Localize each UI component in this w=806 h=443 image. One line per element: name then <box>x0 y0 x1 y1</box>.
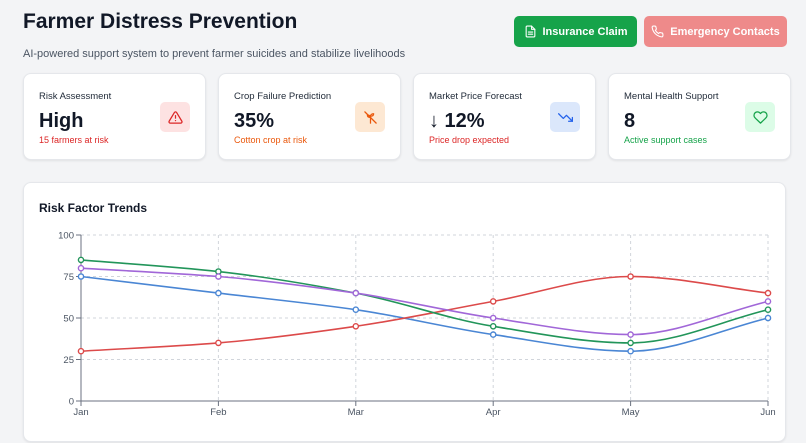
card-value: 35% <box>234 110 275 132</box>
series-line <box>80 267 769 336</box>
emergency-contacts-button[interactable]: Emergency Contacts <box>644 16 787 47</box>
data-point <box>764 306 772 313</box>
data-point <box>77 273 85 280</box>
y-tick-label: 75 <box>63 272 74 283</box>
data-point <box>77 256 85 264</box>
x-tick-label: Apr <box>486 407 501 418</box>
data-point <box>764 289 772 297</box>
data-point <box>489 298 497 305</box>
x-tick-label: Jan <box>73 407 88 418</box>
card-note: Cotton crop at risk <box>234 135 308 145</box>
page-title: Farmer Distress Prevention <box>23 10 298 33</box>
risk-trends-chart: 0 25 50 75 100 Jan Feb Mar Apr May Jun <box>58 231 776 419</box>
data-point <box>352 289 360 297</box>
data-point <box>764 314 772 322</box>
crop-off-icon <box>355 102 385 132</box>
data-point <box>489 322 497 330</box>
card-label: Market Price Forecast <box>429 91 522 102</box>
series-line <box>80 259 769 344</box>
data-point <box>489 331 497 338</box>
risk-trends-chart-card: Risk Factor Trends 0 25 50 75 100 Jan Feb Mar Ap… <box>23 182 786 442</box>
series-line <box>80 275 769 353</box>
data-point <box>627 331 634 338</box>
card-note: Price drop expected <box>429 135 510 145</box>
card-label: Risk Assessment <box>39 91 112 102</box>
insurance-claim-label: Insurance Claim <box>542 25 628 38</box>
card-value: 8 <box>624 110 636 132</box>
series-line <box>80 275 769 352</box>
page-subtitle: AI-powered support system to prevent far… <box>23 48 406 60</box>
data-point <box>77 264 85 272</box>
card-label: Crop Failure Prediction <box>234 91 332 102</box>
data-point <box>627 273 634 280</box>
mental-health-card: Mental Health Support 8 Active support c… <box>608 73 791 160</box>
data-point <box>764 298 772 305</box>
x-tick-label: Feb <box>210 407 226 418</box>
insurance-claim-button[interactable]: Insurance Claim <box>514 16 637 47</box>
document-icon <box>525 25 535 38</box>
y-tick-label: 100 <box>58 231 74 242</box>
data-point <box>489 314 497 322</box>
data-point <box>215 289 222 297</box>
y-tick-label: 50 <box>63 314 74 325</box>
data-point <box>352 306 360 313</box>
card-label: Mental Health Support <box>624 91 719 102</box>
page-header: Farmer Distress Prevention AI-powered su… <box>23 8 803 68</box>
data-point <box>215 339 222 347</box>
card-note: Active support cases <box>624 135 708 145</box>
crop-failure-card: Crop Failure Prediction 35% Cotton crop … <box>218 73 401 160</box>
x-tick-label: Mar <box>348 407 364 418</box>
phone-icon <box>651 25 664 38</box>
emergency-contacts-label: Emergency Contacts <box>670 25 780 38</box>
heart-icon <box>745 102 775 132</box>
market-price-card: Market Price Forecast ↓ 12% Price drop e… <box>413 73 596 160</box>
x-tick-label: May <box>622 407 640 418</box>
data-point <box>77 347 85 355</box>
alert-triangle-icon <box>160 102 190 132</box>
y-tick-label: 0 <box>69 397 74 408</box>
x-tick-label: Jun <box>760 407 775 418</box>
risk-assessment-card: Risk Assessment High 15 farmers at risk <box>23 73 206 160</box>
data-point <box>627 339 634 347</box>
trending-down-icon <box>550 102 580 132</box>
y-tick-label: 25 <box>63 355 74 366</box>
data-point <box>215 273 222 280</box>
card-value: ↓ 12% <box>429 110 485 132</box>
chart-title: Risk Factor Trends <box>39 201 148 215</box>
data-point <box>352 322 360 330</box>
card-value: High <box>39 110 84 132</box>
data-point <box>627 347 634 355</box>
card-note: 15 farmers at risk <box>39 135 109 145</box>
